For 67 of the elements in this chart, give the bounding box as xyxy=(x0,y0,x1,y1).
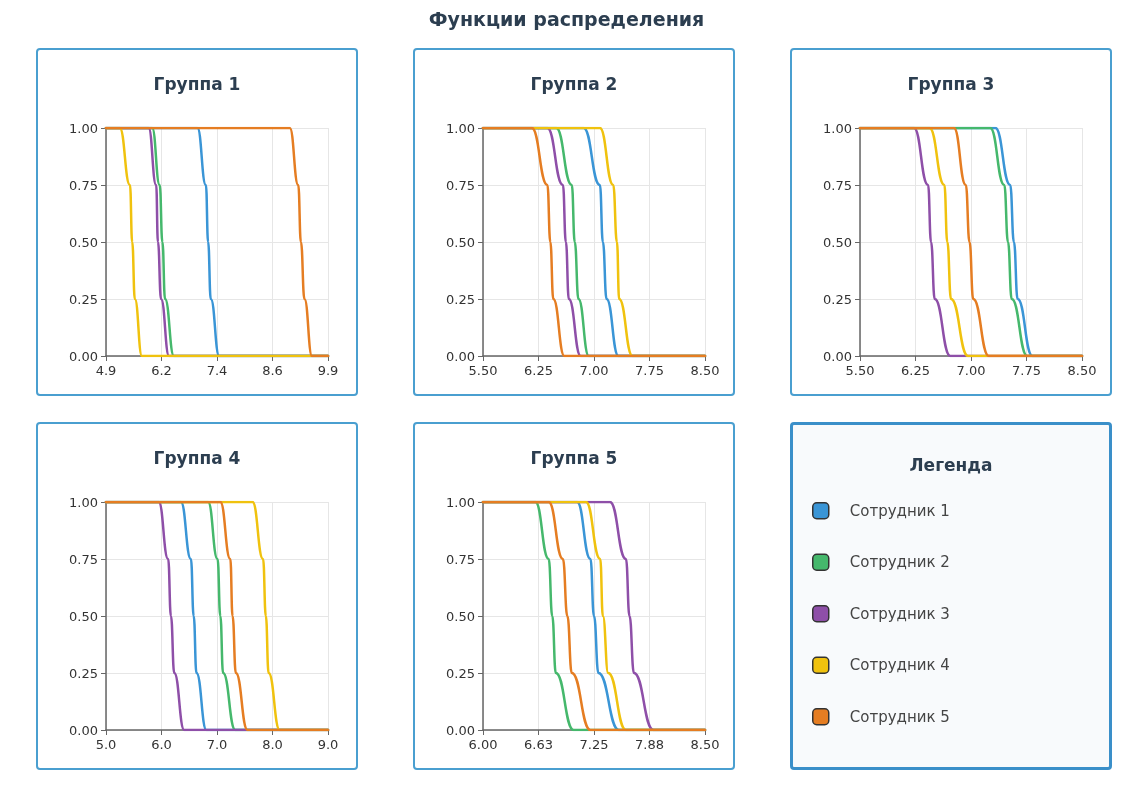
x-tick-label: 7.25 xyxy=(579,737,609,752)
text: Функции распределения xyxy=(427,8,706,32)
y-tick-label: 1.00 xyxy=(69,120,98,136)
x-tick-label: 6.00 xyxy=(468,737,498,752)
x-tick-label: 7.75 xyxy=(635,363,664,378)
y-tick-label: 0.50 xyxy=(823,234,852,250)
line-series xyxy=(858,126,1084,358)
line-series xyxy=(104,500,330,732)
x-tick-label: 7.75 xyxy=(1012,363,1041,378)
x-tick-label: 7.0 xyxy=(206,737,228,752)
x-tick-label: 8.50 xyxy=(690,363,720,378)
x-tick-label: 7.88 xyxy=(635,737,664,752)
y-tick-label: 0.75 xyxy=(446,551,475,567)
y-tick-label: 0.75 xyxy=(446,177,475,193)
x-tick-label: 8.6 xyxy=(262,363,283,378)
y-tick-label: 0.25 xyxy=(69,291,98,307)
legend-label: Сотрудник 4 xyxy=(849,656,950,675)
y-tick-label: 0.50 xyxy=(446,608,475,624)
x-tick-label: 4.9 xyxy=(95,363,117,378)
y-tick-label: 0.50 xyxy=(69,608,98,624)
x-tick-label: 6.2 xyxy=(151,363,172,378)
legend-label: Сотрудник 2 xyxy=(849,553,950,572)
x-tick-label: 7.4 xyxy=(206,363,228,378)
y-tick-label: 0.50 xyxy=(69,234,98,250)
y-tick-label: 0.00 xyxy=(446,722,475,738)
chart-title: Группа 3 xyxy=(907,73,995,94)
y-tick-label: 1.00 xyxy=(823,120,852,136)
x-tick-label: 6.0 xyxy=(151,737,172,752)
chart-title: Группа 4 xyxy=(153,447,241,468)
chart-title: Группа 5 xyxy=(530,447,618,468)
legend-label: Сотрудник 3 xyxy=(849,604,950,623)
y-tick-label: 0.75 xyxy=(69,551,98,567)
y-tick-label: 0.25 xyxy=(446,291,475,307)
line-series xyxy=(104,126,330,358)
y-tick-label: 0.25 xyxy=(69,665,98,681)
legend-label: Сотрудник 5 xyxy=(849,707,950,726)
y-tick-label: 0.25 xyxy=(446,665,475,681)
y-tick-label: 0.00 xyxy=(69,348,98,364)
x-tick-label: 7.00 xyxy=(956,363,986,378)
text: Легенда xyxy=(909,454,993,475)
y-tick-label: 0.00 xyxy=(446,348,475,364)
x-tick-label: 5.50 xyxy=(468,363,498,378)
x-tick-label: 5.50 xyxy=(845,363,875,378)
y-tick-label: 0.00 xyxy=(823,348,852,364)
x-tick-label: 6.25 xyxy=(524,363,553,378)
chart-title: Группа 1 xyxy=(153,73,241,94)
x-tick-label: 9.0 xyxy=(317,737,339,752)
x-tick-label: 6.63 xyxy=(524,737,553,752)
x-tick-label: 5.0 xyxy=(95,737,117,752)
x-tick-label: 6.25 xyxy=(901,363,930,378)
y-tick-label: 0.25 xyxy=(823,291,852,307)
chart-title: Группа 2 xyxy=(530,73,618,94)
x-tick-label: 9.9 xyxy=(317,363,339,378)
y-tick-label: 1.00 xyxy=(446,494,475,510)
line-series xyxy=(481,500,707,732)
y-tick-label: 0.00 xyxy=(69,722,98,738)
legend-label: Сотрудник 1 xyxy=(849,501,950,520)
x-tick-label: 8.0 xyxy=(262,737,283,752)
x-tick-label: 7.00 xyxy=(579,363,609,378)
y-tick-label: 1.00 xyxy=(69,494,98,510)
y-tick-label: 0.50 xyxy=(446,234,475,250)
y-tick-label: 1.00 xyxy=(446,120,475,136)
line-series xyxy=(481,126,707,358)
y-tick-label: 0.75 xyxy=(823,177,852,193)
y-tick-label: 0.75 xyxy=(69,177,98,193)
x-tick-label: 8.50 xyxy=(1067,363,1097,378)
x-tick-label: 8.50 xyxy=(690,737,720,752)
